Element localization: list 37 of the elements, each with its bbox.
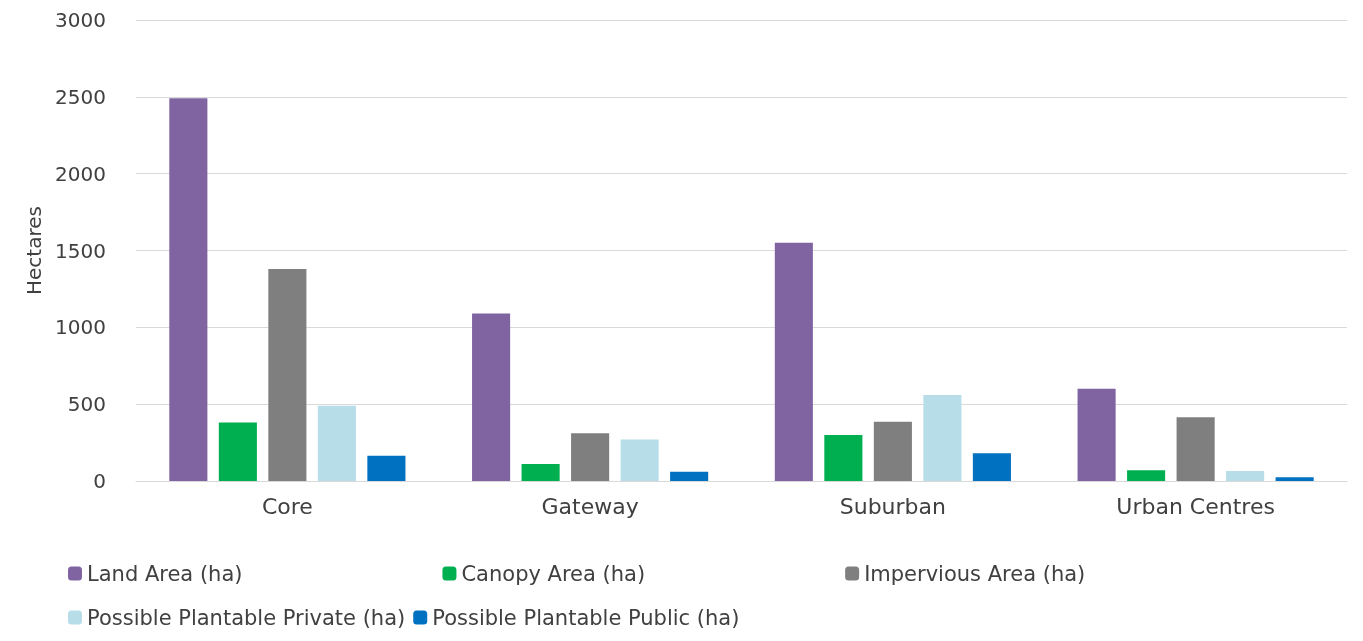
x-tick-label: Suburban <box>839 493 947 519</box>
bar <box>873 421 912 481</box>
x-tick-label: Gateway <box>541 493 639 519</box>
bar <box>670 471 709 481</box>
bar <box>1127 470 1166 481</box>
legend-label: Canopy Area (ha) <box>461 561 646 586</box>
y-tick-label: 3000 <box>55 8 106 32</box>
y-tick-label: 1000 <box>55 315 106 340</box>
bar <box>1176 417 1215 481</box>
y-tick-label: 2000 <box>55 161 106 186</box>
y-axis-title: Hectares <box>22 206 47 295</box>
y-tick-label: 0 <box>93 469 106 493</box>
bar <box>923 394 962 481</box>
x-tick-label: Urban Centres <box>1116 493 1275 519</box>
legend-label: Possible Plantable Public (ha) <box>432 605 740 630</box>
bar <box>367 455 406 481</box>
bar <box>571 433 610 481</box>
bar <box>1077 388 1116 481</box>
x-tick-label: Core <box>261 493 313 519</box>
bar <box>472 313 511 481</box>
bar <box>774 242 813 481</box>
bar <box>521 464 560 481</box>
bar <box>824 434 863 481</box>
bar <box>620 439 659 481</box>
legend-label: Impervious Area (ha) <box>864 561 1086 586</box>
bar <box>1226 471 1265 481</box>
bar <box>169 98 208 481</box>
legend-label: Possible Plantable Private (ha) <box>87 605 406 630</box>
bar <box>218 422 257 481</box>
bar <box>1275 477 1314 481</box>
y-tick-label: 1500 <box>55 238 106 263</box>
bar <box>972 453 1011 481</box>
bar <box>317 405 356 481</box>
y-tick-label: 500 <box>67 392 106 417</box>
bar <box>268 268 307 481</box>
legend-label: Land Area (ha) <box>87 561 243 586</box>
y-tick-label: 2500 <box>55 84 106 109</box>
